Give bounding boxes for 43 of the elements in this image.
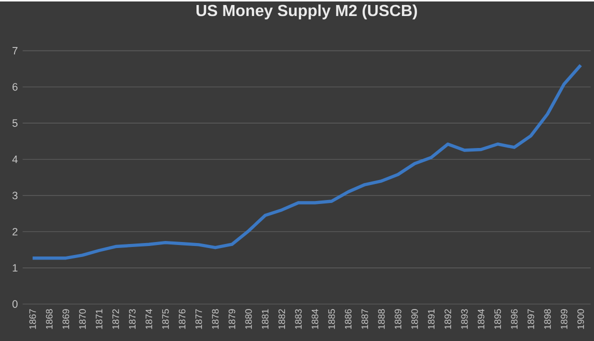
x-tick-label: 1875 [162,308,169,329]
x-tick-label: 1873 [128,309,136,329]
x-tick-label: 1874 [146,308,152,329]
x-tick-label: 1878 [212,308,219,329]
x-tick-label: 1883 [295,309,302,329]
x-tick-label: 1900 [577,308,584,329]
x-tick-label: 1893 [461,309,468,329]
x-tick-label: 1881 [262,309,268,329]
x-tick-label: 1899 [560,309,568,329]
x-tick-label: 1891 [428,309,435,329]
x-tick-label: 1896 [510,309,518,329]
x-tick-label: 1897 [528,309,534,329]
x-tick-label: 1879 [228,309,236,329]
x-tick-label: 1869 [62,309,70,329]
x-tick-label: 1892 [444,309,452,329]
y-tick-label: 4 [12,155,18,163]
chart-title: US Money Supply M2 (USCB) [196,4,417,20]
x-tick-label: 1890 [411,308,418,329]
x-tick-label: 1872 [112,309,119,329]
x-tick-label: 1880 [245,308,252,329]
x-tick-label: 1870 [79,308,86,329]
y-tick-label: 5 [12,119,18,127]
x-tick-label: 1895 [494,308,501,329]
x-tick-label: 1885 [328,308,335,329]
y-tick-label: 6 [12,82,18,91]
y-tick-label: 3 [12,192,18,200]
x-tick-label: 1876 [178,309,186,329]
x-tick-label: 1889 [394,309,402,329]
x-tick-label: 1884 [312,308,318,329]
y-tick-label: 1 [12,264,18,272]
x-tick-label: 1886 [344,309,352,329]
x-tick-label: 1898 [544,308,551,329]
y-tick-label: 7 [12,46,18,54]
x-tick-label: 1871 [96,309,102,329]
x-tick-label: 1867 [29,309,36,329]
x-tick-label: 1868 [46,308,53,329]
x-tick-label: 1882 [278,309,286,329]
x-tick-label: 1887 [362,309,368,329]
x-tick-label: 1888 [378,308,385,329]
x-tick-label: 1894 [478,308,484,329]
y-tick-label: 0 [12,300,18,308]
x-tick-label: 1877 [195,309,202,329]
y-tick-label: 2 [12,228,18,236]
